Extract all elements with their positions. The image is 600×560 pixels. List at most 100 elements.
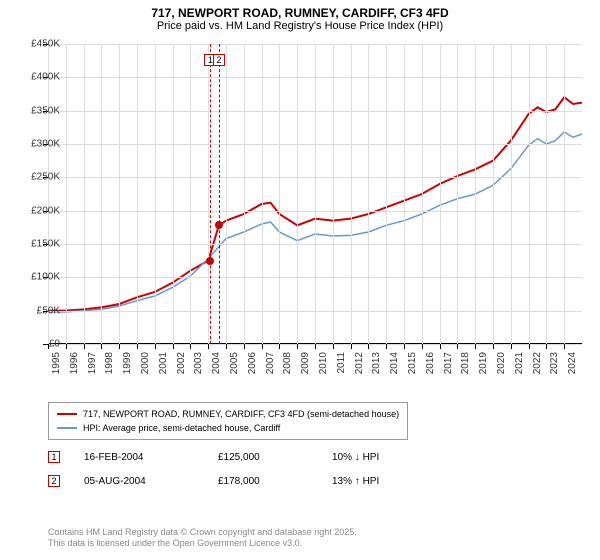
x-axis-label: 2012 [354, 352, 365, 374]
transaction-diff: 13% ↑ HPI [332, 476, 442, 487]
v-gridline [546, 44, 547, 344]
x-tick [244, 344, 245, 349]
y-axis-label: £0 [49, 339, 60, 350]
x-tick [66, 344, 67, 349]
legend-swatch [57, 427, 77, 429]
chart-title: 717, NEWPORT ROAD, RUMNEY, CARDIFF, CF3 … [0, 0, 600, 20]
y-axis-label: £250K [31, 172, 60, 183]
v-gridline [457, 44, 458, 344]
y-axis-label: £350K [31, 105, 60, 116]
sale-point [215, 221, 223, 229]
x-tick [368, 344, 369, 349]
x-tick [564, 344, 565, 349]
x-tick [155, 344, 156, 349]
transaction-date: 16-FEB-2004 [84, 452, 194, 463]
y-axis-label: £50K [37, 305, 60, 316]
sale-marker-line [219, 44, 220, 344]
x-tick [137, 344, 138, 349]
v-gridline [422, 44, 423, 344]
v-gridline [564, 44, 565, 344]
x-axis-label: 1995 [51, 352, 62, 374]
x-axis-label: 1999 [122, 352, 133, 374]
x-tick [457, 344, 458, 349]
x-tick [386, 344, 387, 349]
v-gridline [137, 44, 138, 344]
x-axis-label: 2022 [532, 352, 543, 374]
x-axis-label: 2001 [158, 352, 169, 374]
v-gridline [226, 44, 227, 344]
x-tick [190, 344, 191, 349]
x-axis-label: 2020 [496, 352, 507, 374]
x-axis-label: 2006 [247, 352, 258, 374]
sale-marker-label: 2 [213, 54, 225, 66]
transaction-price: £125,000 [218, 452, 308, 463]
x-axis-label: 2005 [229, 352, 240, 374]
x-tick [101, 344, 102, 349]
x-tick [208, 344, 209, 349]
transaction-row: 116-FEB-2004£125,00010% ↓ HPI [48, 445, 582, 469]
v-gridline [404, 44, 405, 344]
x-axis-label: 2008 [282, 352, 293, 374]
x-axis-label: 2009 [300, 352, 311, 374]
v-gridline [475, 44, 476, 344]
legend-label: HPI: Average price, semi-detached house,… [83, 423, 280, 433]
x-tick [84, 344, 85, 349]
x-axis-label: 2024 [567, 352, 578, 374]
x-axis-label: 2023 [549, 352, 560, 374]
x-tick [493, 344, 494, 349]
x-axis-label: 2013 [371, 352, 382, 374]
transactions-table: 116-FEB-2004£125,00010% ↓ HPI205-AUG-200… [48, 445, 582, 493]
v-gridline [493, 44, 494, 344]
x-tick [173, 344, 174, 349]
x-tick [529, 344, 530, 349]
x-axis-label: 1996 [69, 352, 80, 374]
v-gridline [262, 44, 263, 344]
x-axis-label: 2004 [211, 352, 222, 374]
x-axis-label: 2010 [318, 352, 329, 374]
x-tick [511, 344, 512, 349]
x-tick [546, 344, 547, 349]
sale-marker-line [210, 44, 211, 344]
v-gridline [84, 44, 85, 344]
legend-label: 717, NEWPORT ROAD, RUMNEY, CARDIFF, CF3 … [83, 409, 399, 419]
y-axis-label: £200K [31, 205, 60, 216]
v-gridline [119, 44, 120, 344]
y-axis-label: £400K [31, 72, 60, 83]
transaction-row: 205-AUG-2004£178,00013% ↑ HPI [48, 469, 582, 493]
y-axis-label: £150K [31, 239, 60, 250]
x-axis-label: 2002 [176, 352, 187, 374]
x-tick [475, 344, 476, 349]
legend: 717, NEWPORT ROAD, RUMNEY, CARDIFF, CF3 … [48, 402, 408, 440]
x-tick [297, 344, 298, 349]
v-gridline [48, 44, 49, 344]
v-gridline [315, 44, 316, 344]
y-axis-label: £100K [31, 272, 60, 283]
x-axis-label: 2018 [460, 352, 471, 374]
v-gridline [529, 44, 530, 344]
v-gridline [173, 44, 174, 344]
v-gridline [101, 44, 102, 344]
v-gridline [368, 44, 369, 344]
x-axis-label: 1997 [87, 352, 98, 374]
x-axis-label: 2003 [193, 352, 204, 374]
v-gridline [386, 44, 387, 344]
x-axis-label: 2021 [514, 352, 525, 374]
x-tick [262, 344, 263, 349]
x-tick [333, 344, 334, 349]
x-axis-label: 2007 [265, 352, 276, 374]
x-tick [315, 344, 316, 349]
v-gridline [297, 44, 298, 344]
x-tick [226, 344, 227, 349]
sale-point [206, 257, 214, 265]
footnote-line-2: This data is licensed under the Open Gov… [48, 538, 357, 550]
x-axis-label: 2015 [407, 352, 418, 374]
x-tick [279, 344, 280, 349]
legend-row: HPI: Average price, semi-detached house,… [57, 421, 399, 435]
x-tick [119, 344, 120, 349]
legend-row: 717, NEWPORT ROAD, RUMNEY, CARDIFF, CF3 … [57, 407, 399, 421]
chart-subtitle: Price paid vs. HM Land Registry's House … [0, 20, 600, 36]
x-axis-label: 2019 [478, 352, 489, 374]
v-gridline [440, 44, 441, 344]
x-tick [351, 344, 352, 349]
x-axis-label: 2014 [389, 352, 400, 374]
